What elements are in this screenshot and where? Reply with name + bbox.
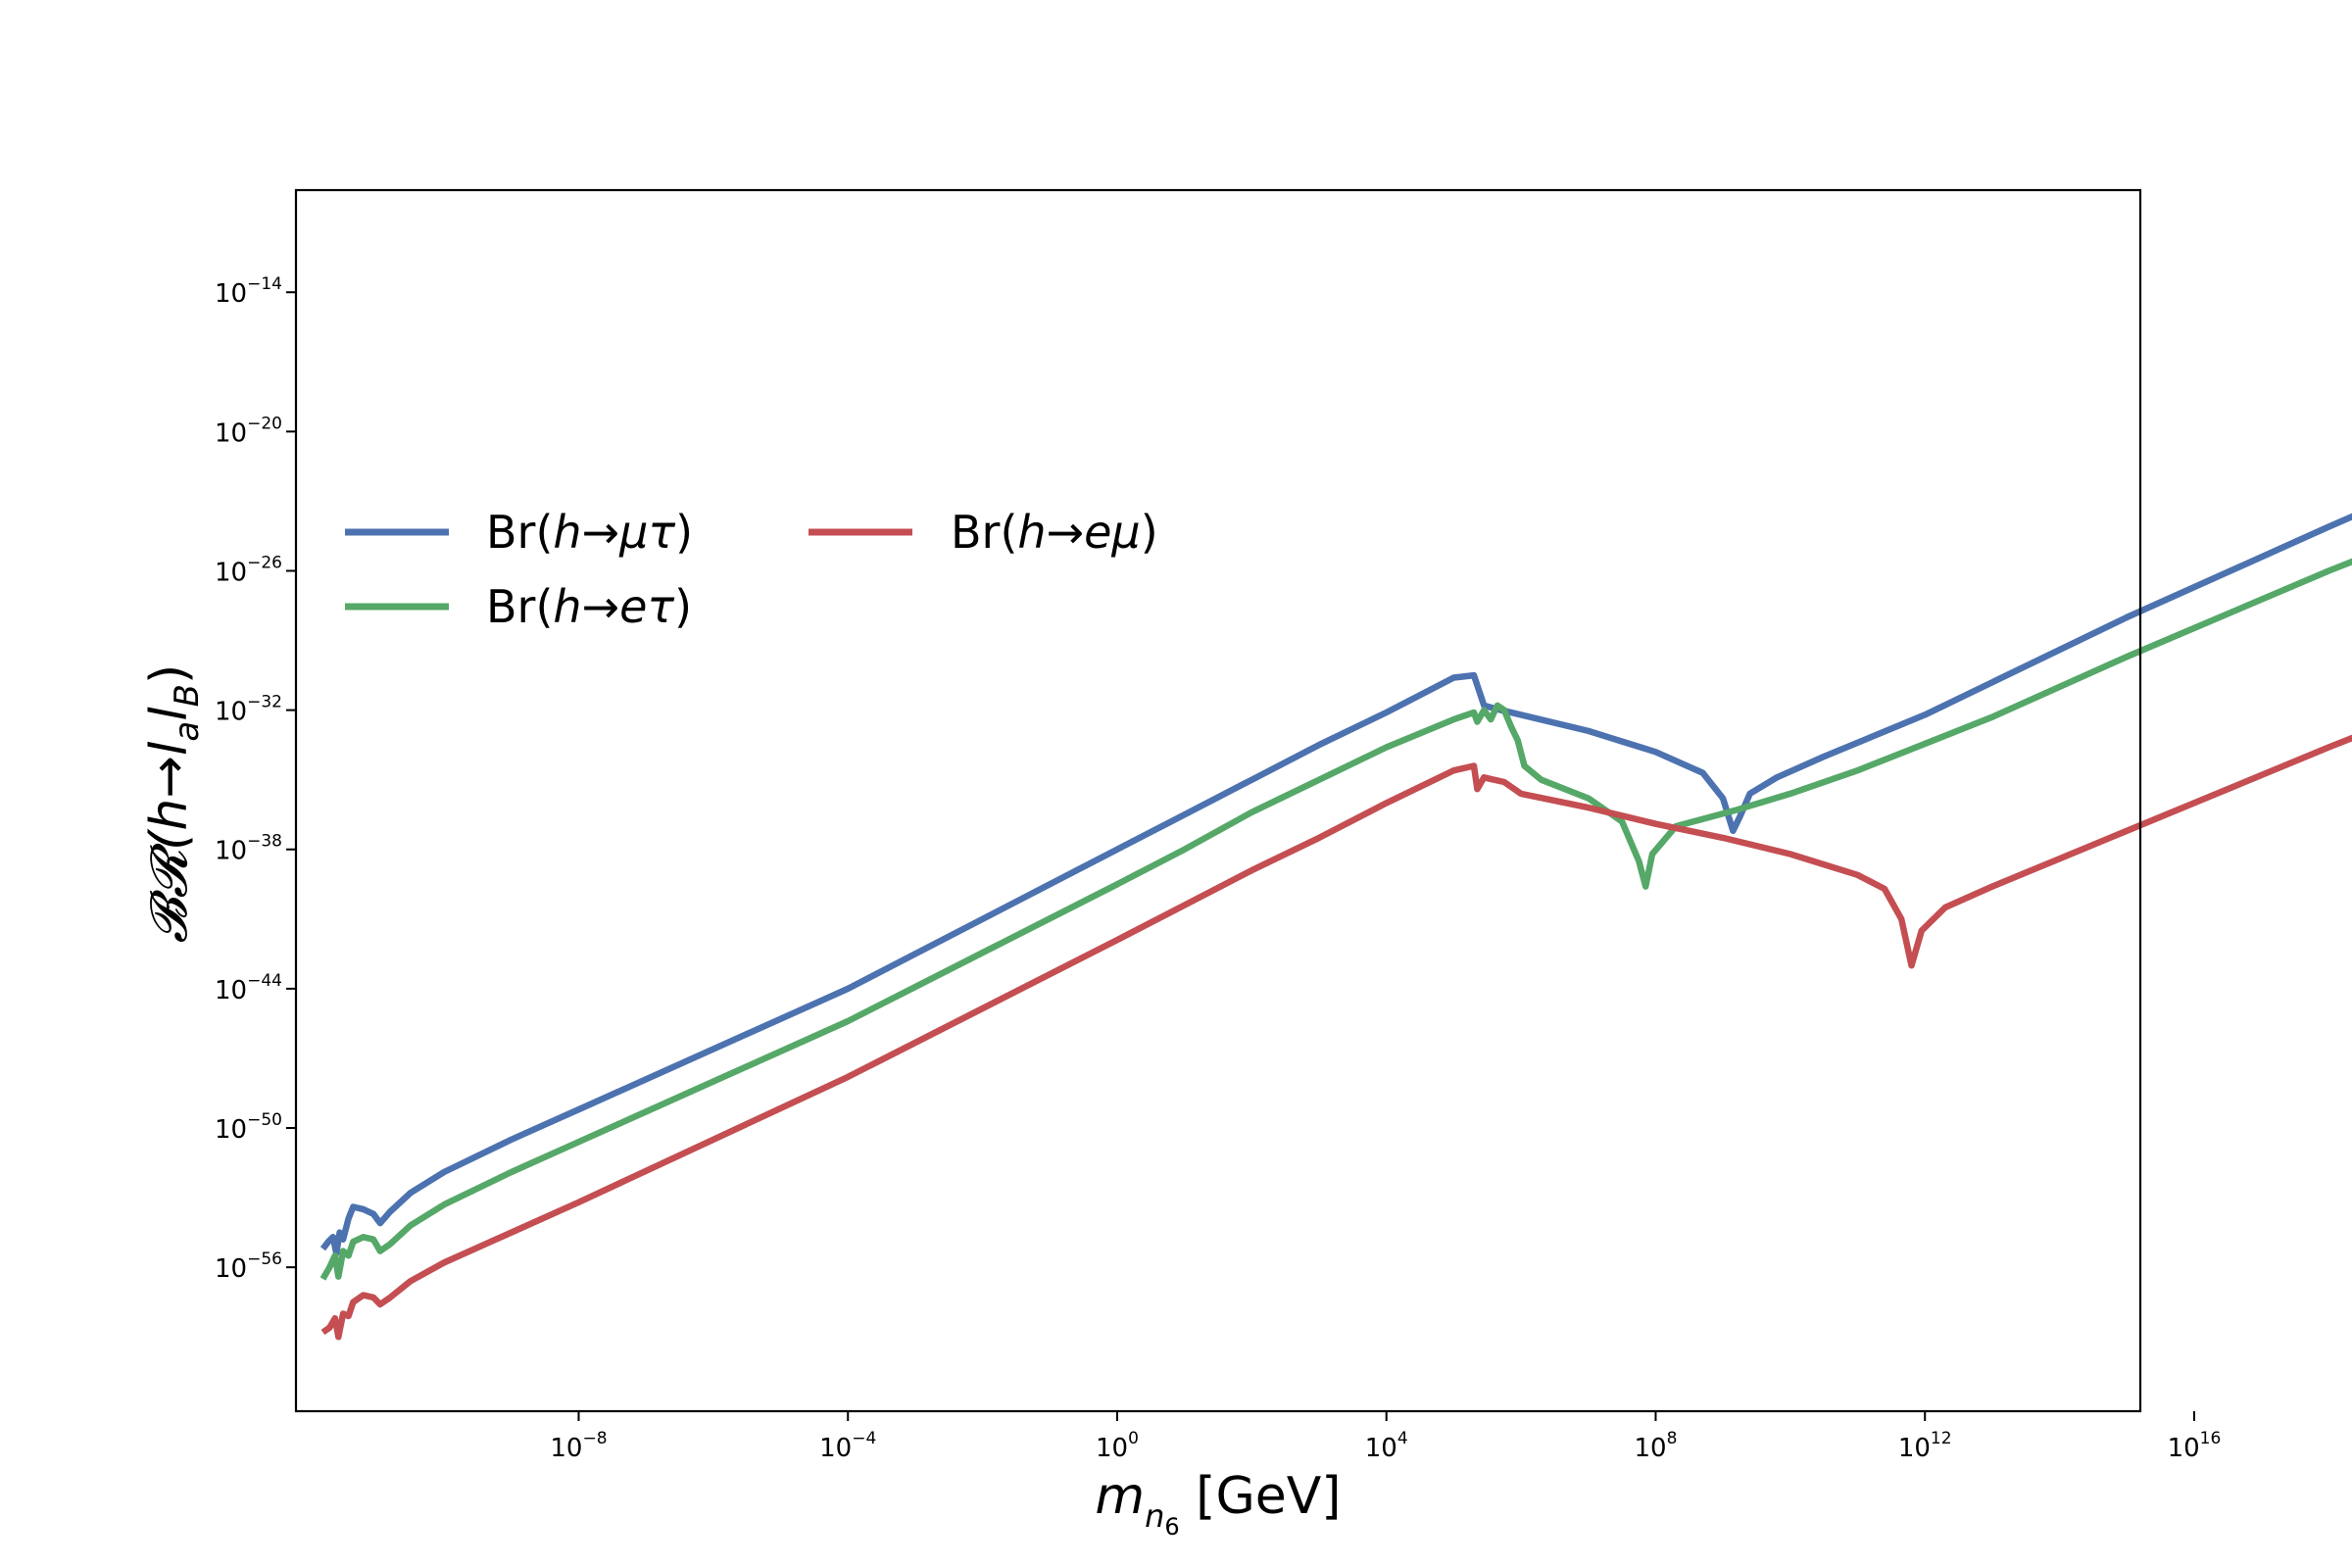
- x-tick-label-1: 10−4: [819, 1429, 876, 1463]
- x-tick-label-0: 10−8: [550, 1429, 607, 1463]
- legend: Br(h→μτ) Br(h→eτ) Br(h→eμ): [345, 506, 1158, 633]
- series-line-2: [320, 734, 2352, 1341]
- series-line-1: [319, 558, 2352, 1281]
- plot-frame: [294, 188, 2142, 1413]
- y-tick-label-0: 10−14: [215, 274, 282, 309]
- legend-item-e-mu: Br(h→eμ): [808, 506, 1158, 559]
- x-tick-label-2: 100: [1096, 1429, 1139, 1463]
- x-tick-label-6: 1016: [2168, 1429, 2222, 1463]
- x-axis-label: mn6 [GeV]: [1095, 1467, 1341, 1541]
- legend-label-e-tau: Br(h→eτ): [486, 580, 692, 633]
- y-axis-label: 𝓑𝓡(h→lalB): [140, 664, 207, 944]
- legend-item-mu-tau: Br(h→μτ): [345, 506, 693, 559]
- series-layer: [319, 513, 2352, 1341]
- legend-item-e-tau: Br(h→eτ): [345, 580, 692, 633]
- legend-label-mu-tau: Br(h→μτ): [486, 506, 693, 559]
- y-tick-label-2: 10−26: [215, 553, 282, 587]
- y-tick-label-7: 10−56: [215, 1250, 282, 1284]
- y-tick-label-5: 10−44: [215, 971, 282, 1005]
- x-tick-label-4: 108: [1634, 1429, 1677, 1463]
- x-tick-label-3: 104: [1365, 1429, 1408, 1463]
- y-tick-label-4: 10−38: [215, 832, 282, 866]
- x-tick-label-5: 1012: [1898, 1429, 1952, 1463]
- y-tick-label-1: 10−20: [215, 414, 282, 448]
- series-line-0: [319, 513, 2352, 1257]
- legend-label-e-mu: Br(h→eμ): [951, 506, 1158, 559]
- y-tick-label-6: 10−50: [215, 1110, 282, 1145]
- x-ticks: 10−8 10−4 100 104 108 1012 1016: [550, 1411, 2221, 1463]
- y-ticks: 10−14 10−20 10−26 10−32 10−38 10−44 10−50 10−56: [215, 274, 296, 1284]
- y-tick-label-3: 10−32: [215, 693, 282, 727]
